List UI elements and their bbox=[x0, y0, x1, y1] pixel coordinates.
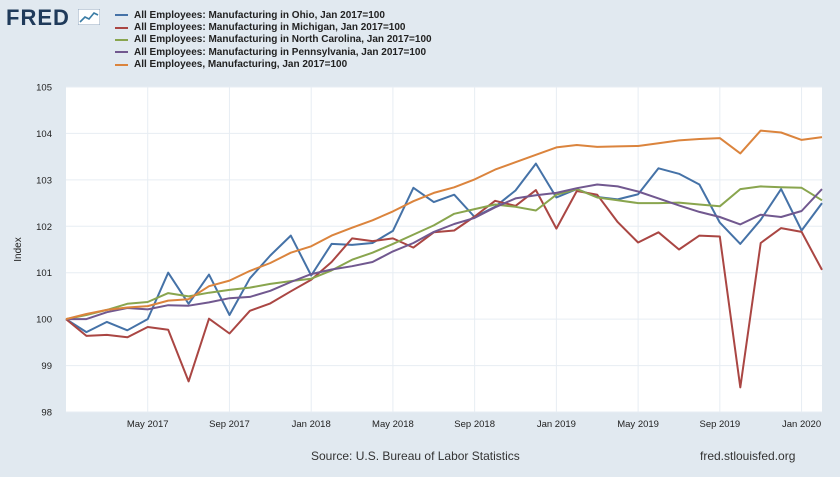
y-tick-label: 100 bbox=[36, 315, 52, 326]
line-chart: 98 99 100 101 102 103 104 105 May 2017 Sep 2017 Ja… bbox=[13, 83, 823, 430]
fred-logo: FRED bbox=[6, 5, 70, 30]
series-line bbox=[65, 189, 823, 389]
legend-swatch bbox=[115, 51, 128, 54]
y-tick-label: 104 bbox=[36, 129, 52, 140]
x-tick-label: Jan 2020 bbox=[782, 419, 821, 430]
legend-item[interactable]: All Employees, Manufacturing, Jan 2017=1… bbox=[115, 59, 432, 71]
legend-swatch bbox=[115, 63, 128, 66]
legend-label: All Employees, Manufacturing, Jan 2017=1… bbox=[134, 59, 348, 71]
legend-item[interactable]: All Employees: Manufacturing in Pennsylv… bbox=[115, 46, 432, 58]
series-line bbox=[65, 129, 823, 321]
legend-label: All Employees: Manufacturing in Michigan… bbox=[134, 22, 406, 34]
legend-label: All Employees: Manufacturing in Ohio, Ja… bbox=[134, 9, 385, 21]
y-tick-label: 102 bbox=[36, 222, 52, 233]
legend-label: All Employees: Manufacturing in North Ca… bbox=[134, 34, 432, 46]
legend-swatch bbox=[115, 14, 128, 17]
chart-legend: All Employees: Manufacturing in Ohio, Ja… bbox=[115, 9, 432, 71]
y-tick-label: 98 bbox=[41, 408, 52, 419]
x-tick-label: Sep 2019 bbox=[699, 419, 740, 430]
y-axis-label: Index bbox=[13, 237, 24, 261]
site-url[interactable]: fred.stlouisfed.org bbox=[700, 449, 796, 463]
x-tick-label: Sep 2017 bbox=[209, 419, 250, 430]
series-line bbox=[65, 185, 823, 321]
x-tick-label: May 2017 bbox=[127, 419, 169, 430]
legend-swatch bbox=[115, 38, 128, 41]
legend-label: All Employees: Manufacturing in Pennsylv… bbox=[134, 46, 427, 58]
fred-logo-graph-icon bbox=[78, 9, 100, 25]
legend-item[interactable]: All Employees: Manufacturing in Ohio, Ja… bbox=[115, 9, 432, 21]
x-tick-label: Jan 2019 bbox=[537, 419, 576, 430]
x-tick-label: Jan 2018 bbox=[292, 419, 331, 430]
legend-swatch bbox=[115, 26, 128, 29]
legend-item[interactable]: All Employees: Manufacturing in North Ca… bbox=[115, 34, 432, 46]
y-tick-label: 103 bbox=[36, 175, 52, 186]
x-tick-label: May 2019 bbox=[617, 419, 659, 430]
source-note: Source: U.S. Bureau of Labor Statistics bbox=[311, 449, 520, 463]
legend-item[interactable]: All Employees: Manufacturing in Michigan… bbox=[115, 21, 432, 33]
x-tick-label: May 2018 bbox=[372, 419, 414, 430]
plot-area bbox=[66, 87, 822, 412]
series-line bbox=[66, 183, 823, 321]
series-line bbox=[65, 162, 823, 334]
y-tick-label: 99 bbox=[41, 361, 52, 372]
x-tick-label: Sep 2018 bbox=[454, 419, 495, 430]
y-tick-label: 101 bbox=[36, 268, 52, 279]
y-tick-label: 105 bbox=[36, 83, 52, 94]
